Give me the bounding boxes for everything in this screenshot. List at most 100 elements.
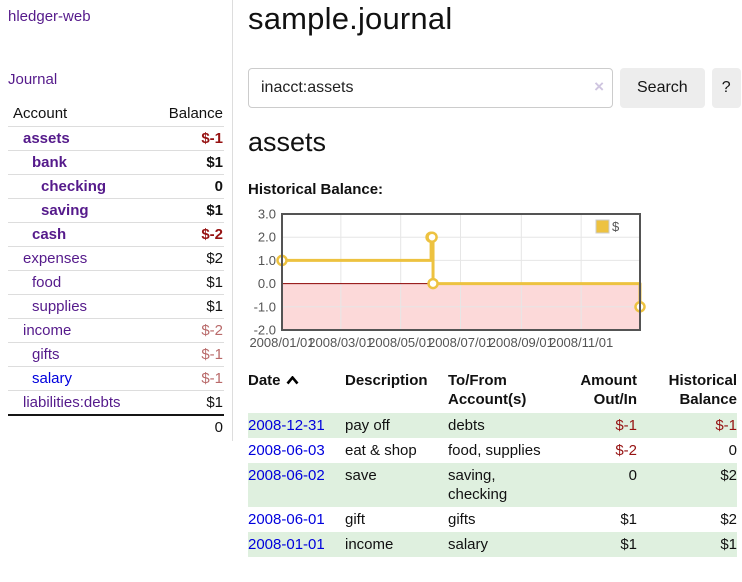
register-header-date[interactable]: Date	[248, 369, 345, 413]
page-title: sample.journal	[248, 1, 453, 36]
account-balance: $-1	[148, 366, 224, 391]
historical-balance-chart: $3.0 2.0 1.0 0.0 -1.0 -2.0 2008/01/01 2008/03/0…	[248, 207, 741, 353]
account-row: checking 0	[8, 174, 224, 199]
sidebar: hledger-web Journal Account Balance asse…	[0, 0, 233, 441]
svg-text:2.0: 2.0	[258, 230, 276, 245]
account-row: cash $-2	[8, 222, 224, 247]
accounts-total-balance: 0	[148, 414, 224, 439]
register-accounts-cell: debts	[448, 417, 485, 434]
register-date-cell: 2008-06-01	[248, 507, 345, 532]
register-balance-cell: $2	[720, 467, 737, 484]
account-balance: $1	[148, 150, 224, 175]
account-row: income $-2	[8, 318, 224, 343]
clear-search-icon[interactable]: ×	[594, 77, 604, 96]
account-balance: $1	[148, 294, 224, 319]
account-row: assets $-1	[8, 126, 224, 151]
transaction-date-link[interactable]: 2008-06-01	[248, 511, 325, 528]
register-description-cell: pay off	[345, 417, 390, 434]
svg-text:2008/07/01: 2008/07/01	[428, 335, 493, 350]
app-title-link[interactable]: hledger-web	[8, 8, 91, 25]
transaction-date-link[interactable]: 2008-06-02	[248, 467, 325, 484]
register-balance-cell: $1	[720, 536, 737, 553]
account-row: salary $-1	[8, 366, 224, 391]
register-date-cell: 2008-06-02	[248, 463, 345, 507]
svg-text:3.0: 3.0	[258, 207, 276, 222]
account-row: expenses $2	[8, 246, 224, 271]
register-date-cell: 2008-06-03	[248, 438, 345, 463]
register-amount-cell: $-1	[615, 417, 637, 434]
register-accounts-cell: salary	[448, 536, 489, 553]
page: hledger-web Journal Account Balance asse…	[0, 0, 742, 557]
register-row: 2008-06-03 eat & shop food, supplies $-2 0	[248, 438, 737, 463]
chart-canvas: $3.0 2.0 1.0 0.0 -1.0 -2.02008/01/012008/03/0…	[249, 207, 646, 350]
account-link-liabilities-debts[interactable]: liabilities:debts	[23, 394, 121, 411]
transaction-date-link[interactable]: 2008-12-31	[248, 417, 325, 434]
register-row: 2008-12-31 pay off debts $-1 $-1	[248, 413, 737, 438]
account-link-income[interactable]: income	[23, 322, 72, 339]
account-link-salary[interactable]: salary	[32, 370, 73, 387]
register-amount-cell: $1	[620, 511, 637, 528]
sort-ascending-icon	[286, 371, 299, 390]
account-link-bank[interactable]: bank	[32, 154, 68, 171]
search-button[interactable]: Search	[620, 68, 705, 108]
register-description-cell: gift	[345, 511, 366, 528]
register-header-accounts: To/From Account(s)	[448, 372, 527, 408]
account-link-saving[interactable]: saving	[41, 202, 89, 219]
account-balance: $-1	[148, 126, 224, 151]
svg-text:2008/01/01: 2008/01/01	[249, 335, 314, 350]
account-balance: $1	[148, 390, 224, 415]
account-link-food[interactable]: food	[32, 274, 62, 291]
account-row: bank $1	[8, 150, 224, 175]
register-accounts-cell: saving, checking	[448, 467, 508, 503]
chart-label: Historical Balance:	[248, 181, 384, 198]
account-link-cash[interactable]: cash	[32, 226, 67, 243]
register-accounts-cell: gifts	[448, 511, 476, 528]
account-link-expenses[interactable]: expenses	[23, 250, 88, 267]
account-link-gifts[interactable]: gifts	[32, 346, 60, 363]
register-date-cell: 2008-01-01	[248, 532, 345, 557]
register-description-cell: save	[345, 467, 377, 484]
accounts-total-row: 0	[8, 414, 224, 439]
svg-text:0.0: 0.0	[258, 276, 276, 291]
register-balance-cell: $2	[720, 511, 737, 528]
svg-text:$: $	[612, 219, 620, 234]
register-row: 2008-01-01 income salary $1 $1	[248, 532, 737, 557]
register-description-cell: eat & shop	[345, 442, 417, 459]
register-accounts-cell: food, supplies	[448, 442, 541, 459]
search-bar: × Search ?	[248, 68, 741, 108]
main-content: sample.journal × Search ? assets Histori…	[233, 0, 742, 557]
account-balance: $1	[148, 270, 224, 295]
svg-text:-2.0: -2.0	[254, 323, 276, 338]
svg-text:1.0: 1.0	[258, 253, 276, 268]
search-input[interactable]	[248, 68, 613, 108]
register-table: Date Description To/From Account(s) Amou…	[248, 369, 737, 557]
account-link-checking[interactable]: checking	[41, 178, 107, 195]
transaction-date-link[interactable]: 2008-01-01	[248, 536, 325, 553]
account-row: saving $1	[8, 198, 224, 223]
account-row: liabilities:debts $1	[8, 390, 224, 415]
register-amount-cell: 0	[628, 467, 637, 484]
accounts-header-row: Account Balance	[8, 102, 224, 127]
account-link-assets[interactable]: assets	[23, 130, 70, 147]
register-amount-cell: $1	[620, 536, 637, 553]
account-row: food $1	[8, 270, 224, 295]
account-balance: $-1	[148, 342, 224, 367]
register-description-cell: income	[345, 536, 394, 553]
help-button[interactable]: ?	[711, 68, 741, 108]
transaction-date-link[interactable]: 2008-06-03	[248, 442, 325, 459]
register-balance-cell: $-1	[715, 417, 737, 434]
account-balance: $1	[148, 198, 224, 223]
register-header-amount: Amount Out/In	[580, 372, 637, 408]
register-header-balance: Historical Balance	[668, 372, 737, 408]
account-row: gifts $-1	[8, 342, 224, 367]
account-balance: $-2	[148, 318, 224, 343]
account-balance: $-2	[148, 222, 224, 247]
register-row: 2008-06-01 gift gifts $1 $2	[248, 507, 737, 532]
account-link-supplies[interactable]: supplies	[32, 298, 88, 315]
sidebar-item-journal[interactable]: Journal	[8, 71, 58, 88]
account-balance: 0	[148, 174, 224, 199]
register-amount-cell: $-2	[615, 442, 637, 459]
register-row: 2008-06-02 save saving, checking 0 $2	[248, 463, 737, 507]
register-balance-cell: 0	[728, 442, 737, 459]
account-row: supplies $1	[8, 294, 224, 319]
